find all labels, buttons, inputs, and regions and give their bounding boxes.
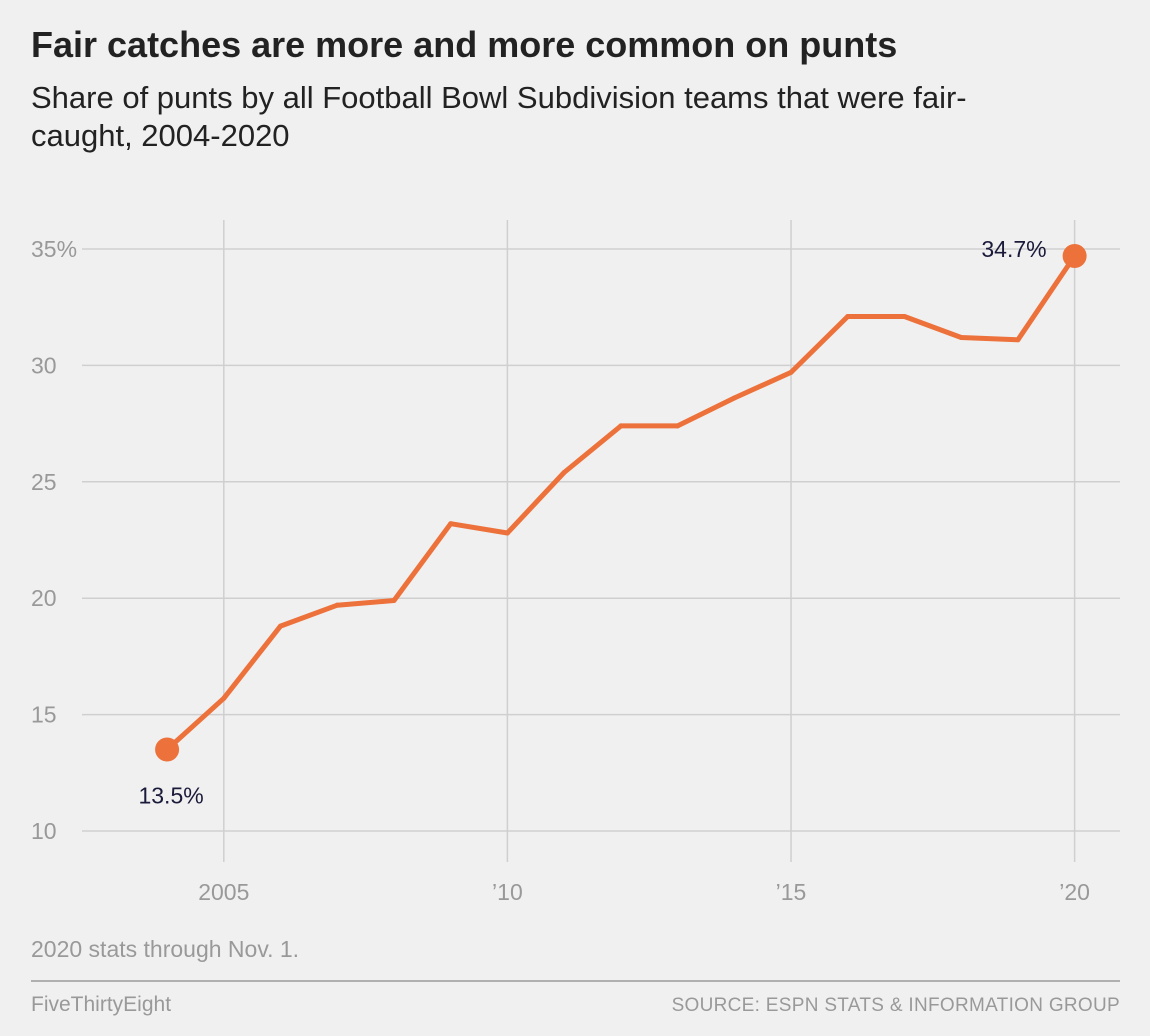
y-tick-label: 20 (31, 585, 57, 611)
data-point (675, 423, 681, 429)
y-tick-label: 25 (31, 469, 57, 495)
chart-subtitle: Share of punts by all Football Bowl Subd… (31, 80, 967, 153)
footnote: 2020 stats through Nov. 1. (31, 936, 300, 962)
series-line (164, 253, 1078, 752)
y-tick-label: 35% (31, 236, 77, 262)
data-label: 34.7% (981, 236, 1046, 262)
data-label: 13.5% (138, 783, 203, 809)
data-point (958, 334, 964, 340)
y-tick-label: 30 (31, 352, 57, 378)
endpoint-marker (1062, 243, 1087, 268)
data-point (901, 314, 907, 320)
brand-logo-text: FiveThirtyEight (31, 993, 172, 1016)
chart-title: Fair catches are more and more common on… (31, 24, 898, 65)
data-point (845, 314, 851, 320)
data-point (561, 469, 567, 475)
x-tick-label: 2005 (198, 879, 249, 900)
data-point (278, 623, 284, 629)
data-point (618, 423, 624, 429)
data-point (391, 598, 397, 604)
source-credit: SOURCE: ESPN STATS & INFORMATION GROUP (671, 995, 1120, 1016)
data-point (334, 602, 340, 608)
data-point (504, 530, 510, 536)
y-tick-label: 15 (31, 702, 57, 728)
data-point (221, 695, 227, 701)
data-point (448, 521, 454, 527)
x-tick-label: ’20 (1059, 879, 1090, 900)
data-point (1015, 337, 1021, 343)
x-tick-label: ’10 (492, 879, 523, 900)
data-point (788, 369, 794, 375)
x-tick-label: ’15 (776, 879, 807, 900)
footer-divider (31, 980, 1120, 982)
y-tick-label: 10 (31, 818, 57, 844)
data-point (731, 395, 737, 401)
line-chart: 2005 ’10 ’15 ’20 10 15 20 25 30 35% 13.5% 34.7% (31, 220, 1120, 900)
endpoint-marker (155, 737, 180, 762)
